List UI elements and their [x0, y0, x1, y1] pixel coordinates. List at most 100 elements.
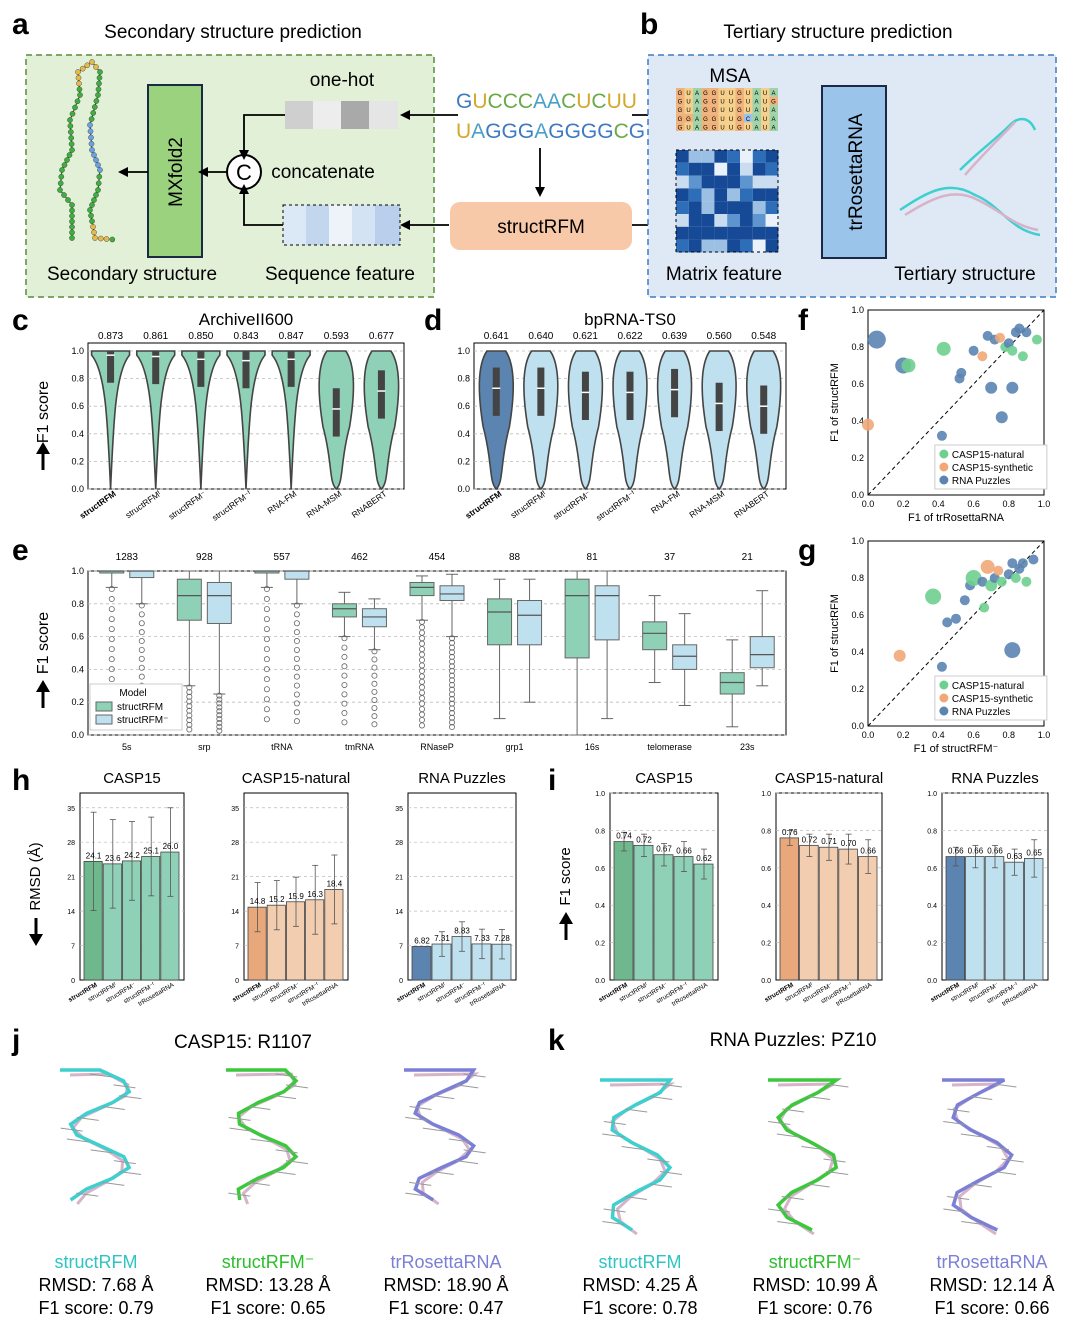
backbone-predicted — [600, 1078, 674, 1232]
chart-h: CASP15071421283524.1structRFM23.6structR… — [27, 770, 517, 1008]
outlier — [108, 586, 115, 593]
base-pair — [432, 1095, 455, 1100]
bar-1 — [266, 904, 286, 981]
nucleotide-dot — [75, 69, 81, 75]
msa-cell — [710, 113, 719, 123]
outlier — [186, 698, 193, 705]
outlier — [293, 709, 300, 716]
msa-cell — [684, 88, 693, 97]
nucleotide-dot — [69, 224, 75, 230]
bar-4 — [160, 851, 180, 981]
x-tick-label-5: grp1 — [506, 742, 524, 752]
outlier — [263, 656, 270, 663]
base-pair — [776, 1133, 799, 1138]
x-axis-label: F1 of trRosettaRNA — [908, 512, 1005, 524]
matrix-cell — [688, 175, 702, 189]
chart-c: ArchiveII600 0.0 0.2 0.4 0.6 0.8 1.0 F1 score 0.… — [35, 310, 405, 523]
outlier — [108, 616, 115, 623]
outlier — [371, 672, 378, 679]
msa-cell — [752, 88, 761, 97]
nucleotide-dot — [67, 123, 74, 129]
msa-letter: A — [695, 91, 699, 97]
box-structRFM-grp1 — [487, 598, 513, 646]
base-pair — [782, 1108, 805, 1113]
base-pair — [60, 1127, 83, 1132]
base-pair — [409, 1181, 432, 1186]
outlier — [448, 639, 455, 646]
count-label-6: 81 — [587, 552, 599, 563]
value-label-1: 0.66 — [968, 847, 984, 856]
base-pair — [960, 1133, 983, 1138]
y-tick-label: 0.4 — [457, 429, 470, 439]
panel-k-rmsd-1: RMSD: 10.99 Å — [752, 1275, 877, 1295]
outlier — [293, 664, 300, 671]
outlier — [448, 724, 455, 731]
msa-letter: G — [703, 125, 708, 131]
y-tick-label: 0.2 — [761, 941, 771, 948]
structure-renders — [60, 1068, 1024, 1236]
x-tick-label-7: telomerase — [647, 742, 692, 752]
matrix-cell — [701, 239, 715, 253]
y-tick-label: 0 — [399, 978, 403, 985]
bar-1 — [102, 863, 122, 981]
matrix-cell — [752, 201, 766, 214]
x-tick-label-6: RNABERT — [350, 488, 389, 519]
y-tick-label: 0 — [71, 978, 75, 985]
y-tick-label: 21 — [395, 875, 403, 882]
chart-i: CASP150.00.20.40.60.81.00.74structRFM0.7… — [557, 770, 1049, 1008]
msa-letter: G — [737, 117, 742, 123]
msa-cell — [735, 113, 744, 123]
msa-letter: A — [771, 108, 775, 114]
outlier — [293, 620, 300, 627]
msa-letter: G — [678, 100, 683, 106]
y-axis-label: RMSD (Å) — [27, 842, 44, 910]
matrix-cell — [765, 188, 779, 202]
box-structRFM-tmRNA — [331, 603, 357, 618]
outlier — [341, 635, 348, 642]
msa-cell — [761, 88, 770, 97]
msa-letter: A — [695, 117, 699, 123]
group-title-1: CASP15-natural — [242, 770, 350, 787]
panel-label-i: i — [548, 764, 556, 797]
nucleotide-dot — [69, 213, 75, 219]
msa-cell — [761, 122, 770, 131]
point-12 — [995, 332, 1005, 343]
matrix-cell — [701, 162, 715, 176]
matrix-cell — [765, 239, 779, 253]
matrix-cell — [740, 162, 753, 176]
msa-letter: U — [686, 108, 690, 114]
nucleotide-dot — [96, 80, 102, 87]
nucleotide-dot — [69, 147, 75, 153]
panel-k-f1-1: F1 score: 0.76 — [757, 1298, 872, 1318]
matrix-cell — [765, 201, 779, 214]
matrix-cell — [714, 226, 728, 240]
violin-iqr-3 — [626, 371, 634, 420]
msa-letter: U — [746, 100, 750, 106]
y-tick-label: 0.2 — [595, 941, 605, 948]
x-tick-label-4: RNA-FM — [265, 488, 298, 515]
msa-cell — [752, 122, 761, 131]
nucleotide-dot — [74, 98, 81, 105]
y-tick-label: 0.2 — [71, 697, 84, 707]
helix-render — [768, 1078, 849, 1236]
bar-2 — [451, 936, 472, 981]
legend-label: RNA Puzzles — [952, 707, 1010, 718]
y-tick-label: 35 — [395, 806, 403, 813]
nucleotide-dot — [93, 64, 99, 70]
sequence-feature-label: Sequence feature — [265, 264, 415, 285]
nucleotide-dot — [59, 167, 65, 173]
count-label-7: 37 — [664, 552, 676, 563]
bar-3 — [305, 899, 325, 981]
count-label-5: 88 — [509, 552, 521, 563]
outlier — [138, 629, 145, 636]
outlier — [138, 611, 145, 618]
point-14 — [1003, 338, 1014, 349]
outlier — [263, 676, 270, 683]
y-tick-label: 14 — [231, 909, 239, 916]
nucleotide-dot — [92, 104, 98, 110]
violin-iqr-0 — [492, 367, 500, 416]
up-arrow-head — [36, 680, 50, 692]
outlier — [293, 655, 300, 662]
outlier — [263, 666, 270, 673]
base-pair — [943, 1121, 966, 1125]
